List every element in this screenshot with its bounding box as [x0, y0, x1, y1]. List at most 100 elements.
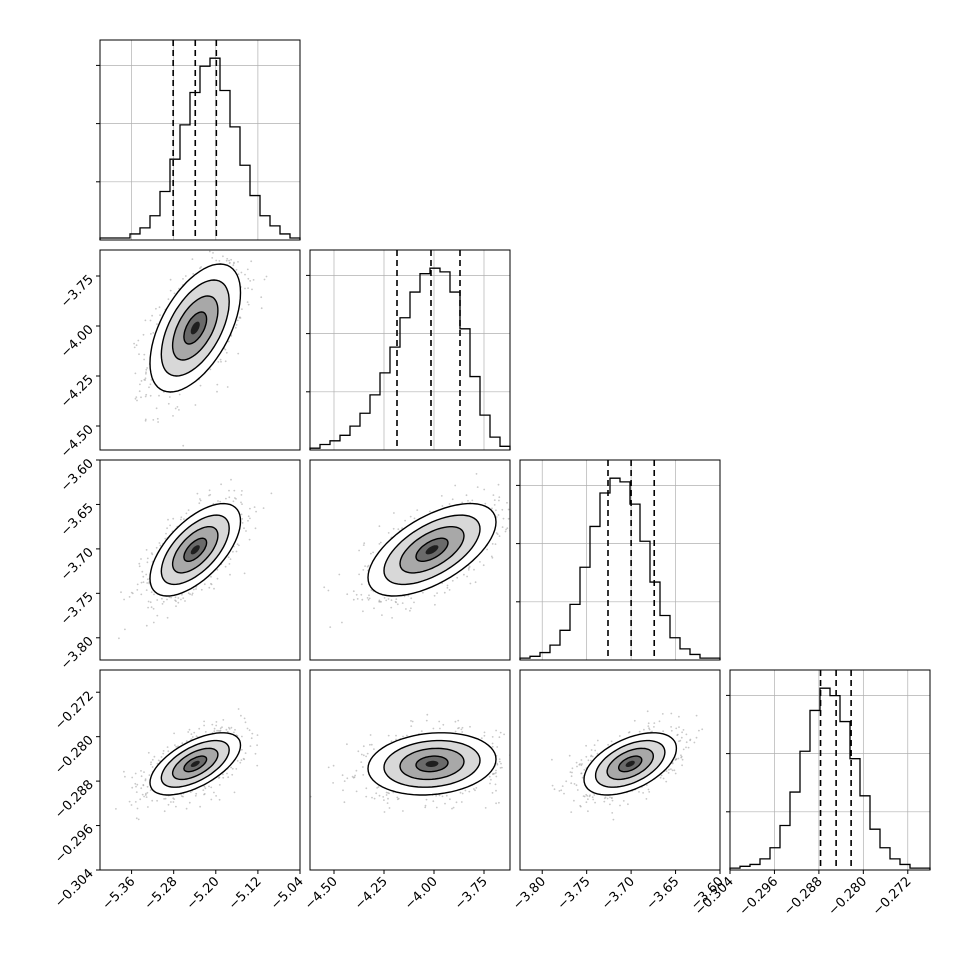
sample-point: [497, 483, 500, 486]
sample-point: [459, 791, 462, 794]
sample-point: [498, 736, 501, 739]
sample-point: [164, 797, 167, 800]
sample-point: [491, 792, 494, 794]
sample-point: [138, 390, 141, 393]
sample-point: [461, 501, 464, 504]
contour-line: [183, 311, 208, 345]
sample-point: [191, 592, 194, 595]
sample-point: [135, 396, 138, 398]
sample-point: [495, 769, 497, 772]
sample-point: [332, 782, 334, 784]
sample-point: [490, 555, 493, 558]
sample-point: [429, 510, 431, 513]
sample-point: [218, 777, 220, 779]
sample-point: [483, 731, 486, 734]
sample-point: [403, 595, 406, 598]
sample-point: [195, 735, 198, 737]
sample-point: [144, 319, 147, 322]
sample-point: [145, 792, 147, 795]
sample-point: [370, 743, 373, 746]
sample-point: [362, 544, 365, 546]
sample-point: [172, 801, 175, 803]
sample-point: [237, 273, 240, 275]
sample-point: [185, 512, 188, 515]
sample-point: [249, 517, 251, 520]
sample-point: [229, 558, 232, 560]
sample-point: [199, 267, 201, 270]
sample-point: [252, 279, 255, 281]
sample-point: [678, 726, 680, 728]
sample-point: [200, 266, 203, 268]
sample-point: [241, 735, 243, 738]
sample-point: [169, 289, 172, 292]
sample-point: [244, 752, 247, 754]
sample-point: [182, 597, 185, 599]
sample-point: [222, 255, 224, 258]
panel-frame: [519, 459, 721, 661]
sample-point: [145, 371, 147, 374]
sample-point: [190, 733, 193, 735]
sample-point: [491, 543, 494, 545]
sample-point: [244, 721, 247, 724]
sample-point: [373, 797, 376, 800]
sample-point: [169, 524, 172, 527]
sample-point: [248, 538, 251, 541]
sample-point: [155, 546, 158, 549]
sample-point: [246, 301, 249, 303]
sample-point: [224, 360, 227, 363]
sample-point: [240, 759, 243, 761]
sample-point: [438, 794, 441, 797]
sample-point: [146, 557, 149, 560]
sample-point: [495, 516, 498, 518]
sample-point: [199, 499, 202, 502]
sample-point: [256, 734, 259, 736]
sample-point: [469, 725, 471, 728]
sample-point: [156, 762, 159, 765]
sample-point: [150, 378, 153, 381]
sample-point: [235, 324, 238, 326]
sample-point: [209, 493, 212, 496]
sample-point: [164, 537, 167, 540]
sample-point: [501, 526, 504, 528]
sample-point: [452, 806, 455, 809]
sample-point: [177, 597, 180, 599]
sample-point: [440, 495, 443, 497]
sample-point: [218, 260, 221, 262]
sample-point: [216, 383, 219, 386]
sample-point: [162, 752, 165, 755]
hist-panel-1: [306, 249, 511, 451]
sample-point: [490, 778, 492, 781]
sample-point: [194, 794, 197, 797]
sample-point: [146, 791, 149, 794]
sample-point: [156, 417, 159, 420]
sample-point: [365, 795, 368, 798]
sample-point: [471, 499, 474, 502]
sample-point: [378, 794, 381, 797]
sample-point: [158, 542, 161, 544]
contour-line: [399, 747, 465, 781]
sample-point: [387, 792, 389, 794]
sample-point: [218, 784, 221, 786]
sample-point: [378, 525, 381, 528]
sample-point: [573, 799, 575, 802]
contour-line: [183, 755, 208, 773]
sample-point: [495, 775, 498, 778]
sample-point: [150, 606, 153, 609]
sample-point: [222, 719, 225, 721]
sample-point: [454, 730, 457, 733]
sample-point: [235, 550, 238, 553]
sample-point: [256, 764, 259, 767]
sample-point: [591, 796, 594, 798]
sample-point: [341, 621, 343, 624]
sample-point: [506, 527, 509, 530]
sample-point: [441, 505, 444, 507]
sample-point: [133, 342, 136, 345]
sample-point: [222, 773, 224, 776]
sample-point: [225, 497, 227, 500]
sample-point: [451, 807, 453, 810]
sample-point: [502, 517, 505, 520]
sample-point: [461, 731, 464, 733]
sample-point: [144, 418, 147, 421]
sample-point: [670, 729, 673, 732]
